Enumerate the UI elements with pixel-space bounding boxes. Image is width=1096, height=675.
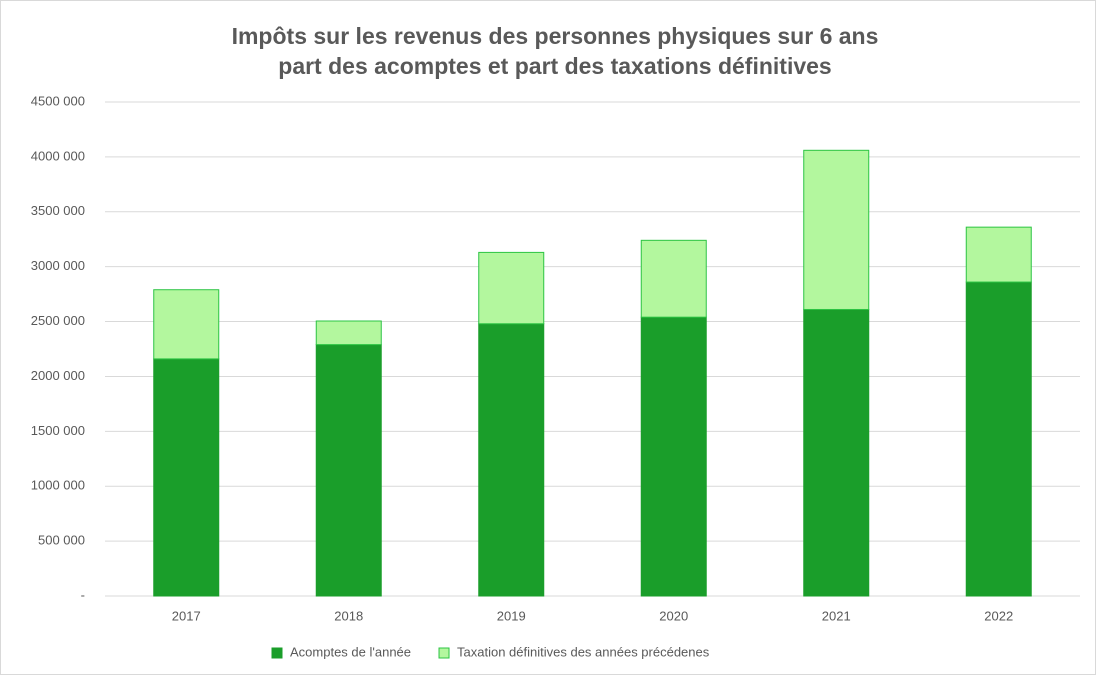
bar-segment [965, 226, 1032, 283]
y-tick-label: 2500 000 [31, 313, 85, 328]
bar-segment [478, 251, 545, 325]
y-tick-label: 3500 000 [31, 203, 85, 218]
chart-title: Impôts sur les revenus des personnes phy… [232, 23, 879, 49]
x-tick-label: 2019 [497, 608, 526, 623]
legend-swatch [438, 647, 450, 659]
x-tick-label: 2020 [659, 608, 688, 623]
x-tick-label: 2018 [334, 608, 363, 623]
legend-label: Acomptes de l'année [290, 644, 411, 659]
chart-title: part des acomptes et part des taxations … [278, 53, 831, 79]
y-tick-label: 500 000 [38, 533, 85, 548]
legend-swatch [271, 647, 283, 659]
bar-segment [803, 308, 870, 597]
legend-label: Taxation définitives des années précéden… [457, 644, 710, 659]
x-tick-label: 2021 [822, 608, 851, 623]
bar-segment [315, 344, 382, 597]
bar-segment [478, 323, 545, 597]
bar-segment [153, 289, 220, 360]
bar-segment [153, 358, 220, 597]
x-tick-label: 2017 [172, 608, 201, 623]
y-tick-label: 1500 000 [31, 423, 85, 438]
y-tick-label: - [81, 587, 85, 602]
y-tick-label: 3000 000 [31, 258, 85, 273]
bar-segment [640, 316, 707, 597]
bar-segment [315, 320, 382, 346]
x-tick-label: 2022 [984, 608, 1013, 623]
y-tick-label: 4500 000 [31, 93, 85, 108]
bar-segment [640, 239, 707, 318]
y-tick-label: 1000 000 [31, 478, 85, 493]
y-tick-label: 2000 000 [31, 368, 85, 383]
bar-segment [965, 281, 1032, 597]
bar-segment [803, 149, 870, 310]
y-tick-label: 4000 000 [31, 148, 85, 163]
